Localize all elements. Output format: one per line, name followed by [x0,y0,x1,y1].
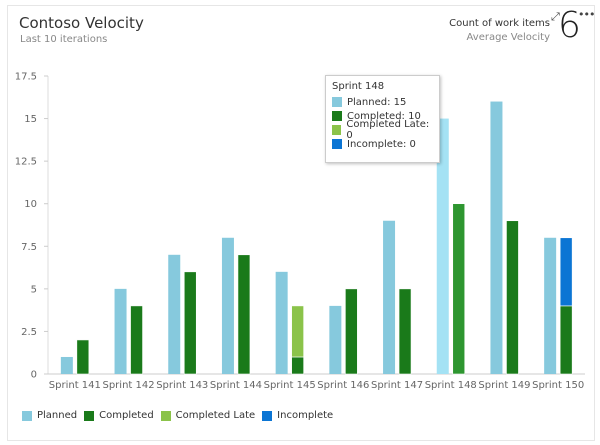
tooltip-completed-late-text: Completed Late: 0 [346,119,430,141]
expand-icon[interactable]: ⤢ [551,10,560,23]
y-tick-label: 12.5 [15,157,37,168]
legend-swatch [22,410,32,421]
legend-swatch [84,410,95,421]
bar-planned [114,288,127,374]
y-tick-label: 2.5 [21,327,37,338]
tooltip-row-incomplete: Incomplete: 0 [332,137,433,151]
tooltip-row-completed: Completed: 10 [332,109,433,123]
legend-item-incomplete[interactable]: Incomplete [262,410,333,421]
tooltip-planned-text: Planned: 15 [347,96,407,108]
bar-completed [452,203,466,375]
widget-title: Contoso Velocity [19,14,144,32]
legend: Planned Completed Completed Late Incompl… [22,410,340,421]
legend-label: Planned [37,410,78,421]
completed-late-swatch [332,125,342,135]
tooltip-completed-text: Completed: 10 [347,110,421,122]
bar-planned [275,271,288,374]
bar-planned [490,101,503,375]
y-tick-label: 15 [24,114,37,125]
bar-completed [506,220,519,375]
bar-completed [183,271,197,375]
bar-completed-late [291,305,304,358]
bar-planned [221,237,234,374]
y-tick-label: 7.5 [21,242,37,253]
tooltip-row-completed-late: Completed Late: 0 [332,119,433,141]
legend-item-completed-late[interactable]: Completed Late [160,410,256,421]
x-tick-label: Sprint 142 [102,380,154,391]
tooltip-row-planned: Planned: 15 [332,95,433,109]
legend-label: Completed Late [175,410,256,421]
legend-item-planned[interactable]: Planned [22,410,77,421]
completed-swatch [332,111,342,121]
widget-subtitle: Last 10 iterations [20,34,108,45]
tooltip: Sprint 148 Planned: 15 Completed: 10 Com… [325,75,440,163]
tooltip-title: Sprint 148 [332,81,385,92]
average-velocity-value: 6 [558,5,581,46]
bar-planned [60,356,73,374]
bar-planned [168,254,181,374]
bar-completed [398,288,412,375]
bar-planned [383,220,396,374]
metric-sub-label: Average Velocity [466,32,550,43]
x-tick-label: Sprint 150 [532,380,584,391]
x-tick-label: Sprint 148 [425,380,477,391]
y-tick-label: 17.5 [15,72,37,83]
y-tick-label: 0 [31,370,37,381]
planned-swatch [332,97,342,107]
bar-planned [436,118,449,374]
x-tick-label: Sprint 141 [49,380,101,391]
bar-completed [291,356,304,375]
legend-swatch [160,410,171,421]
incomplete-swatch [332,139,342,149]
legend-label: Completed [99,410,154,421]
x-tick-label: Sprint 143 [156,380,208,391]
x-tick-label: Sprint 145 [264,380,316,391]
x-axis-labels: Sprint 141 Sprint 142 Sprint 143 Sprint 144… [49,380,584,391]
x-tick-label: Sprint 147 [371,380,423,391]
legend-item-completed[interactable]: Completed [84,410,154,421]
bar-incomplete [559,237,573,307]
bar-completed [345,288,358,375]
x-tick-label: Sprint 146 [317,380,369,391]
tooltip-incomplete-text: Incomplete: 0 [347,138,416,150]
bar-completed [130,305,143,375]
metric-label: Count of work items [449,18,550,29]
bar-completed [559,305,573,375]
bar-completed [76,339,90,375]
more-options-icon[interactable]: ••• [578,8,595,21]
bar-planned [329,305,342,374]
bar-planned [544,237,557,374]
x-tick-label: Sprint 149 [478,380,530,391]
y-tick-label: 5 [31,284,37,295]
legend-label: Incomplete [277,410,334,421]
legend-swatch [262,410,273,421]
x-tick-label: Sprint 144 [210,380,262,391]
bars [60,101,573,375]
bar-completed [237,254,251,375]
y-tick-label: 10 [24,199,37,210]
